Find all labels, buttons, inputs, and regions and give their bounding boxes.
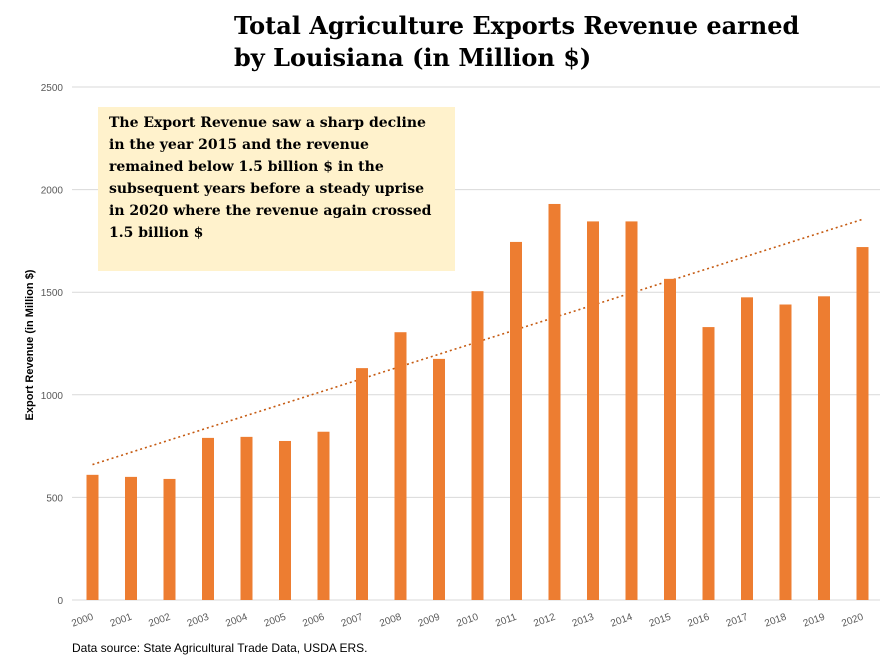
bar-2006 (317, 431, 330, 600)
bar-2000 (86, 474, 99, 600)
y-tick-label: 500 (46, 493, 63, 504)
bar-2008 (394, 332, 407, 600)
bar-2020 (856, 247, 869, 600)
x-tick-label: 2002 (147, 612, 172, 630)
x-axis-ticks: 2000 2001 2002 2003 2004 2005 2006 2007 2008 2009… (70, 612, 865, 630)
chart-title-line-1: Total Agriculture Exports Revenue earned (234, 11, 799, 40)
x-tick-label: 2008 (378, 612, 403, 630)
annotation-box: The Export Revenue saw a sharp decline i… (98, 107, 455, 271)
x-tick-label: 2015 (648, 612, 673, 630)
x-tick-label: 2019 (802, 612, 827, 630)
x-tick-label: 2012 (532, 612, 557, 630)
bar-2001 (125, 476, 137, 600)
annotation-line: remained below 1.5 billion $ in the (109, 159, 384, 175)
y-axis-label: Export Revenue (in Million $) (24, 269, 36, 420)
chart-title-line-2: by Louisiana (in Million $) (234, 43, 591, 72)
x-tick-label: 2006 (301, 612, 326, 630)
bar-2010 (471, 291, 484, 600)
bar-2017 (741, 297, 753, 600)
x-tick-label: 2016 (686, 612, 711, 630)
bar-2005 (279, 440, 291, 600)
bar-2009 (433, 358, 445, 600)
bars (86, 203, 869, 601)
bar-2007 (356, 368, 368, 600)
x-tick-label: 2001 (109, 612, 134, 630)
annotation-line: in 2020 where the revenue again crossed (109, 203, 432, 219)
annotation-line: The Export Revenue saw a sharp decline (109, 115, 426, 131)
y-tick-label: 2500 (41, 83, 64, 94)
bar-2004 (240, 436, 253, 600)
x-tick-label: 2010 (455, 612, 480, 630)
annotation-background (98, 107, 455, 271)
bar-2019 (818, 296, 830, 600)
y-tick-label: 0 (57, 596, 63, 607)
x-tick-label: 2017 (725, 612, 750, 630)
data-source-note: Data source: State Agricultural Trade Da… (72, 641, 367, 655)
annotation-line: in the year 2015 and the revenue (109, 137, 369, 153)
x-tick-label: 2009 (417, 612, 442, 630)
x-tick-label: 2013 (571, 612, 596, 630)
x-tick-label: 2014 (609, 612, 634, 630)
x-tick-label: 2005 (263, 612, 288, 630)
bar-2013 (587, 221, 599, 600)
x-tick-label: 2011 (494, 612, 518, 630)
bar-2016 (702, 327, 715, 600)
bar-2015 (664, 278, 676, 600)
annotation-line: 1.5 billion $ (109, 225, 203, 241)
x-tick-label: 2018 (763, 612, 788, 630)
x-tick-label: 2003 (186, 612, 211, 630)
y-tick-label: 2000 (41, 186, 64, 197)
bar-2014 (625, 221, 638, 600)
annotation-line: subsequent years before a steady uprise (109, 181, 424, 197)
y-tick-label: 1000 (41, 391, 64, 402)
bar-2018 (779, 304, 792, 600)
bar-2003 (202, 437, 214, 600)
bar-2002 (163, 478, 176, 600)
x-tick-label: 2000 (70, 612, 95, 630)
y-tick-label: 1500 (41, 288, 64, 299)
bar-2011 (510, 241, 522, 600)
x-tick-label: 2020 (840, 612, 865, 630)
x-tick-label: 2007 (340, 612, 365, 630)
x-tick-label: 2004 (224, 612, 249, 630)
bar-2012 (548, 203, 561, 601)
y-axis-ticks: 0 500 1000 1500 2000 2500 (41, 83, 64, 607)
